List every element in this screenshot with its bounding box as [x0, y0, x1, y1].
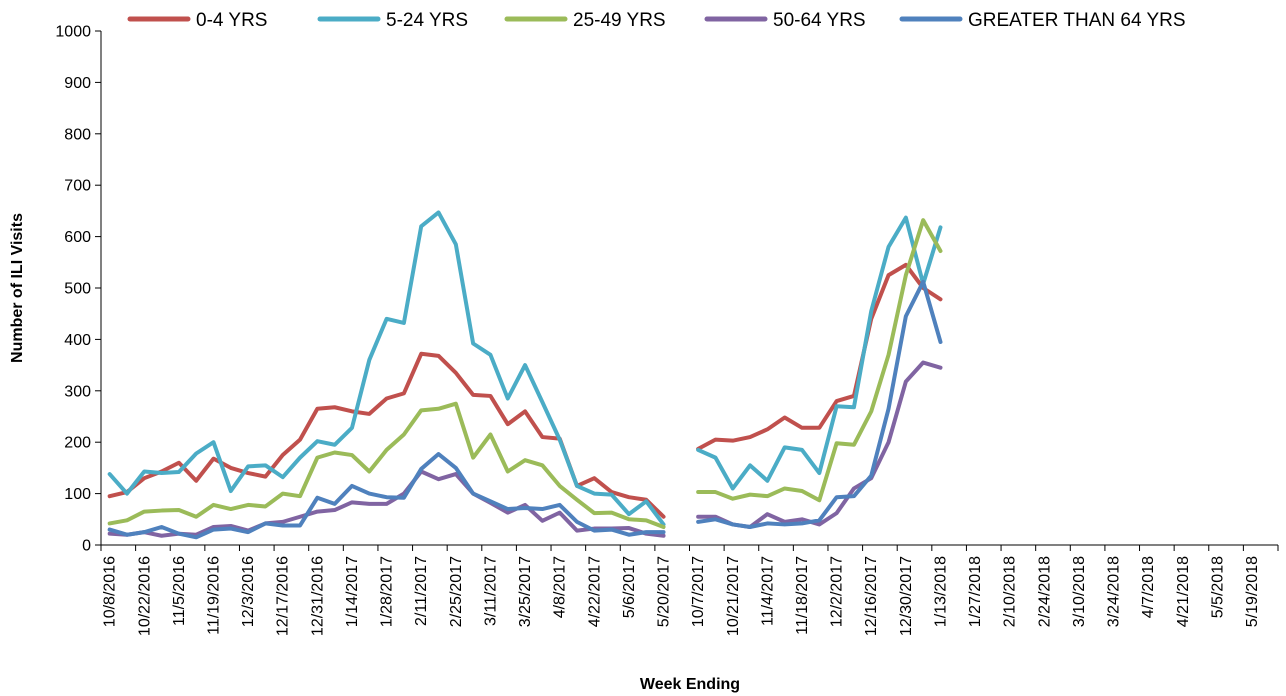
x-axis-title: Week Ending [640, 676, 740, 693]
y-tick-label: 500 [64, 281, 91, 298]
y-axis-title: Number of ILI Visits [9, 213, 26, 363]
x-tick-label: 11/4/2017 [759, 556, 776, 626]
x-tick-label: 2/25/2017 [448, 556, 465, 627]
x-tick-label: 11/19/2016 [206, 556, 223, 635]
x-tick-label: 12/16/2017 [863, 556, 880, 636]
series-5-group [107, 279, 943, 540]
y-tick-label: 900 [64, 75, 91, 92]
x-tick-label: 10/21/2017 [725, 556, 742, 636]
x-tick-label: 11/5/2016 [171, 556, 188, 626]
y-tick-label: 100 [64, 486, 91, 503]
series-line [107, 279, 943, 540]
x-tick-label: 2/11/2017 [413, 556, 430, 626]
x-tick-label: 12/31/2016 [309, 556, 326, 636]
x-tick-label: 4/22/2017 [586, 556, 603, 627]
x-tick-label: 5/6/2017 [621, 556, 638, 618]
x-tick-label: 3/25/2017 [517, 556, 534, 627]
y-tick-label: 800 [64, 126, 91, 143]
y-tick-label: 400 [64, 332, 91, 349]
x-tick-label: 12/2/2017 [829, 556, 846, 627]
x-tick-label: 10/7/2017 [690, 556, 707, 627]
x-tick-label: 3/11/2017 [482, 556, 499, 626]
y-ticks: 0 100 200 300 400 500 600 700 800 900 1000 [55, 24, 101, 555]
x-tick-label: 10/8/2016 [102, 556, 119, 627]
y-tick-label: 200 [64, 435, 91, 452]
x-tick-label: 4/21/2018 [1175, 556, 1192, 627]
x-tick-label: 1/28/2017 [379, 556, 396, 627]
x-tick-label: 5/20/2017 [656, 556, 673, 627]
x-tick-label: 2/24/2018 [1036, 556, 1053, 627]
y-tick-label: 0 [82, 538, 91, 555]
series-line [107, 210, 943, 527]
y-tick-label: 1000 [55, 24, 91, 41]
x-tick-label: 2/10/2018 [1002, 556, 1019, 627]
legend-label: 25-49 YRS [573, 10, 666, 31]
x-ticks: 10/8/2016 10/22/2016 11/5/2016 11/19/2016 12… [100, 545, 1279, 636]
series-2-group [107, 210, 943, 527]
legend-label: 0-4 YRS [196, 10, 267, 31]
series-1-group [107, 262, 943, 519]
x-tick-label: 10/22/2016 [136, 556, 153, 636]
x-tick-label: 4/7/2018 [1140, 556, 1157, 618]
x-tick-label: 12/30/2017 [898, 556, 915, 636]
legend-label: GREATER THAN 64 YRS [968, 10, 1186, 31]
x-tick-label: 12/3/2016 [240, 556, 257, 627]
y-tick-label: 700 [64, 178, 91, 195]
x-tick-label: 1/13/2018 [932, 556, 949, 627]
x-tick-label: 3/24/2018 [1106, 556, 1123, 627]
axes-layer [100, 31, 1278, 546]
x-tick-label: 11/18/2017 [794, 556, 811, 635]
x-tick-label: 5/5/2018 [1209, 556, 1226, 618]
x-tick-label: 12/17/2016 [275, 556, 292, 636]
legend-label: 50-64 YRS [773, 10, 866, 31]
x-tick-label: 5/19/2018 [1244, 556, 1261, 627]
x-tick-label: 1/27/2018 [967, 556, 984, 627]
series-line [107, 262, 943, 519]
y-tick-label: 300 [64, 383, 91, 400]
series-3-group [107, 218, 943, 530]
x-tick-label: 1/14/2017 [344, 556, 361, 627]
x-tick-label: 3/10/2018 [1071, 556, 1088, 627]
y-tick-label: 600 [64, 229, 91, 246]
legend: 0-4 YRS 5-24 YRS 25-49 YRS 50-64 YRS GREATER… [127, 10, 1186, 31]
legend-label: 5-24 YRS [386, 10, 468, 31]
series-line [107, 218, 943, 530]
x-tick-label: 4/8/2017 [552, 556, 569, 618]
series-layer [107, 210, 943, 540]
